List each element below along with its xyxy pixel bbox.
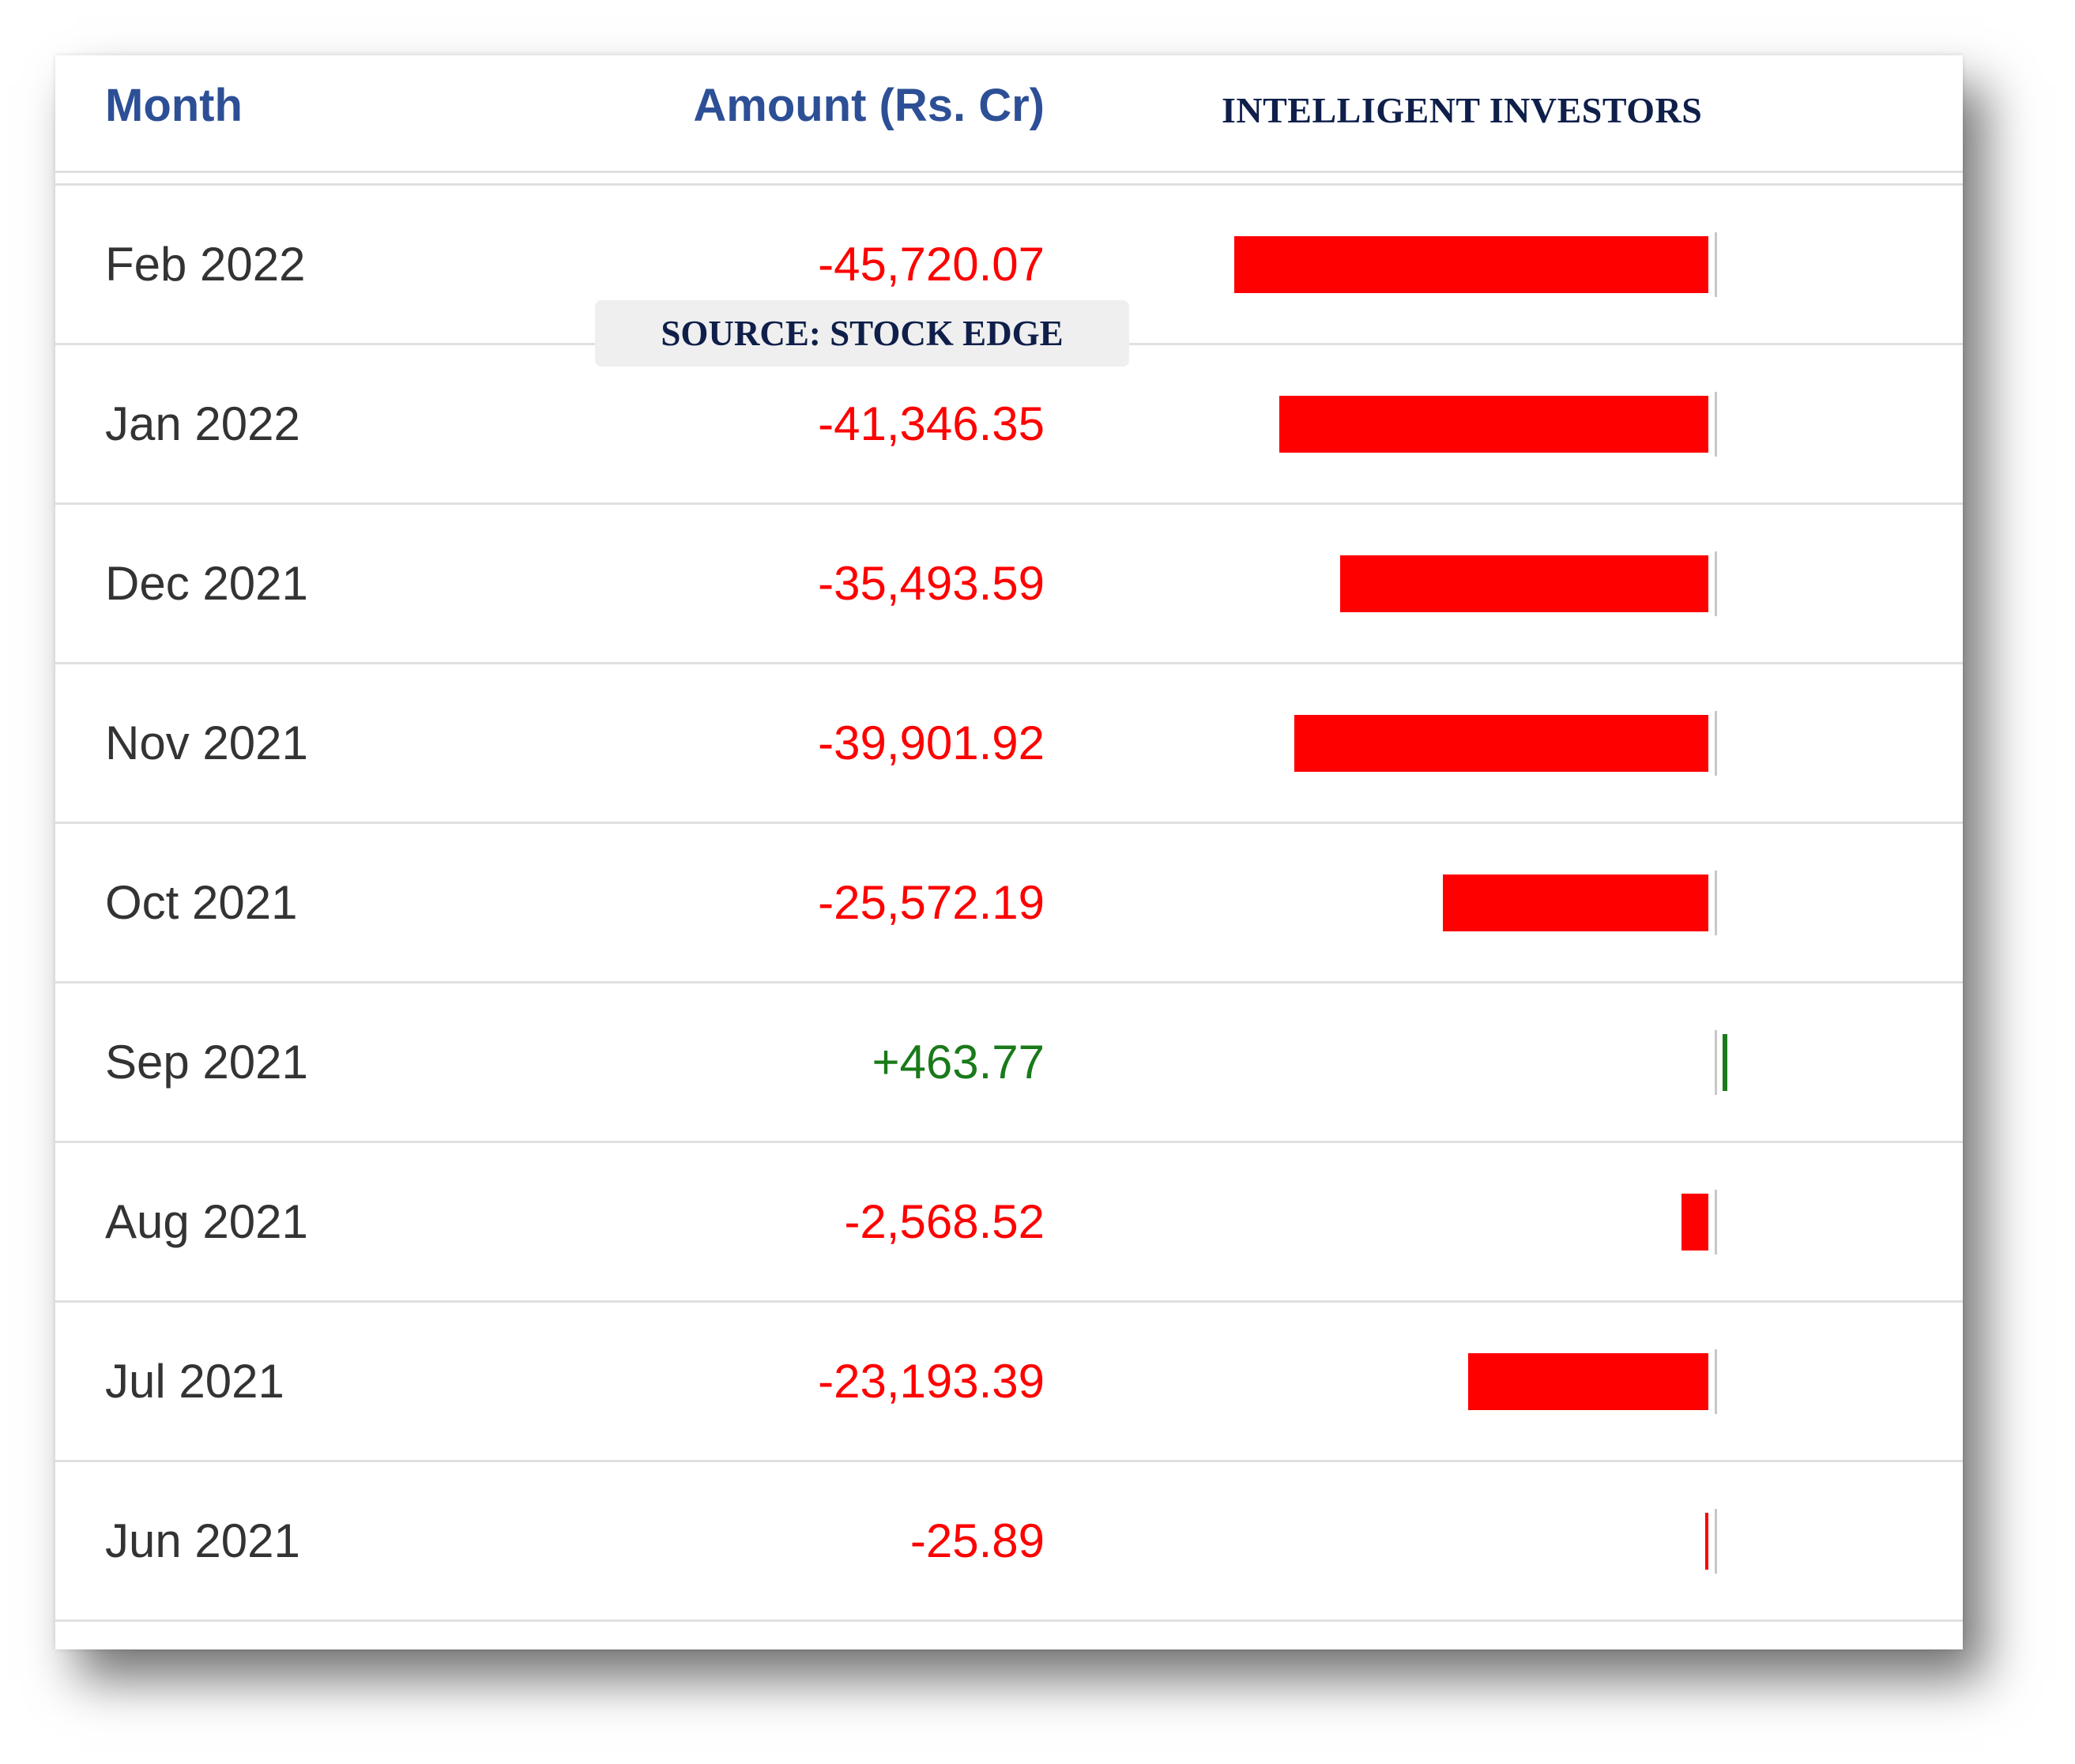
value-bar (1234, 236, 1708, 293)
month-column-header: Month (105, 80, 243, 131)
source-label: SOURCE: STOCK EDGE (595, 300, 1129, 367)
value-bar (1340, 555, 1708, 612)
value-bar (1279, 396, 1708, 453)
value-bar (1681, 1194, 1708, 1251)
month-cell: Dec 2021 (105, 557, 308, 610)
month-cell: Feb 2022 (105, 238, 306, 291)
amount-cell: -25,572.19 (818, 876, 1045, 929)
header-divider (55, 183, 1963, 186)
bar-cell (1217, 824, 1770, 981)
value-bar (1705, 1513, 1708, 1570)
month-cell: Jan 2022 (105, 397, 300, 450)
table-row: Oct 2021 -25,572.19 (55, 824, 1963, 984)
zero-axis-line (1715, 1349, 1717, 1414)
month-cell: Sep 2021 (105, 1036, 308, 1089)
table-row: Sep 2021 +463.77 (55, 984, 1963, 1143)
bar-cell (1217, 1462, 1770, 1619)
bar-cell (1217, 505, 1770, 662)
amount-column-header: Amount (Rs. Cr) (693, 80, 1045, 131)
value-bar (1294, 715, 1708, 772)
table-row: Nov 2021 -39,901.92 (55, 664, 1963, 824)
month-cell: Jun 2021 (105, 1514, 300, 1567)
fii-flow-table-card: Month Amount (Rs. Cr) INTELLIGENT INVEST… (55, 55, 1963, 1649)
bar-cell (1217, 186, 1770, 343)
amount-cell: -45,720.07 (818, 238, 1045, 291)
zero-axis-line (1715, 711, 1717, 776)
month-cell: Nov 2021 (105, 717, 308, 769)
table-header: Month Amount (Rs. Cr) INTELLIGENT INVEST… (55, 55, 1963, 173)
month-cell: Jul 2021 (105, 1355, 284, 1408)
table-row: Aug 2021 -2,568.52 (55, 1143, 1963, 1303)
table-row: Jun 2021 -25.89 (55, 1462, 1963, 1622)
bar-cell (1217, 664, 1770, 822)
zero-axis-line (1715, 1030, 1717, 1095)
bar-cell (1217, 984, 1770, 1141)
month-cell: Aug 2021 (105, 1195, 308, 1248)
bar-cell (1217, 345, 1770, 502)
amount-cell: -23,193.39 (818, 1355, 1045, 1408)
brand-watermark: INTELLIGENT INVESTORS (1222, 90, 1703, 130)
table-row: Jan 2022 -41,346.35 (55, 345, 1963, 505)
zero-axis-line (1715, 871, 1717, 935)
zero-axis-line (1715, 232, 1717, 297)
zero-axis-line (1715, 1190, 1717, 1254)
value-bar (1723, 1034, 1728, 1091)
amount-cell: -41,346.35 (818, 397, 1045, 450)
zero-axis-line (1715, 392, 1717, 457)
table-body: Feb 2022 -45,720.07 Jan 2022 -41,346.35 Dec … (55, 186, 1963, 1622)
amount-cell: -2,568.52 (844, 1195, 1045, 1248)
zero-axis-line (1715, 551, 1717, 616)
zero-axis-line (1715, 1509, 1717, 1574)
value-bar (1467, 1353, 1708, 1410)
bar-cell (1217, 1143, 1770, 1300)
bar-cell (1217, 1303, 1770, 1460)
value-bar (1443, 874, 1708, 931)
amount-cell: +463.77 (872, 1036, 1045, 1089)
amount-cell: -35,493.59 (818, 557, 1045, 610)
month-cell: Oct 2021 (105, 876, 298, 929)
table-row: Dec 2021 -35,493.59 (55, 505, 1963, 664)
amount-cell: -39,901.92 (818, 717, 1045, 769)
amount-cell: -25.89 (909, 1514, 1045, 1567)
table-row: Jul 2021 -23,193.39 (55, 1303, 1963, 1462)
